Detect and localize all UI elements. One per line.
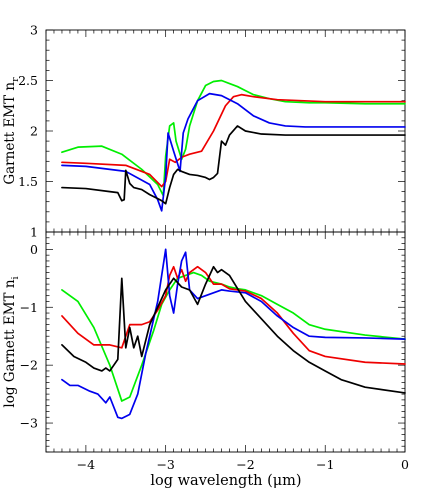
x-tick-label: −4 <box>77 457 95 472</box>
y-tick-label: 2.5 <box>18 73 38 88</box>
series-line-2 <box>61 248 406 420</box>
y-tick-label: 1.5 <box>18 174 38 189</box>
x-tick-label: −3 <box>156 457 174 472</box>
top-panel-ytick-labels: 1 1.5 2 2.5 3 <box>18 23 38 240</box>
bottom-panel-ylabel-sub: i <box>10 276 21 279</box>
top-panel-ylabel-sub: r <box>10 77 21 82</box>
x-tick-label: 0 <box>401 457 409 472</box>
bottom-panel-ticks <box>45 231 406 453</box>
y-tick-label: −1 <box>20 300 38 315</box>
series-line-3 <box>61 265 406 394</box>
y-tick-label: 2 <box>30 124 38 139</box>
bottom-panel-ytick-labels: −3 −2 −1 0 <box>20 242 38 431</box>
bottom-panel-series <box>61 248 406 420</box>
x-tick-label: −1 <box>316 457 334 472</box>
y-tick-label: −2 <box>20 358 38 373</box>
top-panel-ylabel-text: Garnett EMT n <box>2 82 18 185</box>
top-panel-frame <box>45 29 406 233</box>
top-panel-ylabel: Garnett EMT nr <box>2 77 21 185</box>
bottom-panel-xtick-labels: −4 −3 −2 −1 0 <box>77 457 409 472</box>
bottom-panel-ylabel-text: log Garnett EMT n <box>2 279 18 407</box>
bottom-panel: −3 −2 −1 0 −4 −3 −2 −1 0 log Garnett EMT ni log… <box>2 231 409 489</box>
series-line-2 <box>61 92 406 212</box>
top-panel: 1 1.5 2 2.5 3 Garnett EMT nr <box>2 23 406 240</box>
series-line-0 <box>61 271 406 402</box>
y-tick-label: −3 <box>20 416 38 431</box>
top-panel-ticks <box>45 29 406 233</box>
x-axis-label: log wavelength (μm) <box>150 473 301 489</box>
x-tick-label: −2 <box>236 457 254 472</box>
y-tick-label: 3 <box>30 23 38 38</box>
top-panel-series <box>61 79 406 212</box>
y-tick-label: 0 <box>30 242 38 257</box>
bottom-panel-ylabel: log Garnett EMT ni <box>2 276 21 407</box>
y-tick-label: 1 <box>30 225 38 240</box>
series-line-3 <box>61 125 406 205</box>
series-line-1 <box>61 93 406 188</box>
